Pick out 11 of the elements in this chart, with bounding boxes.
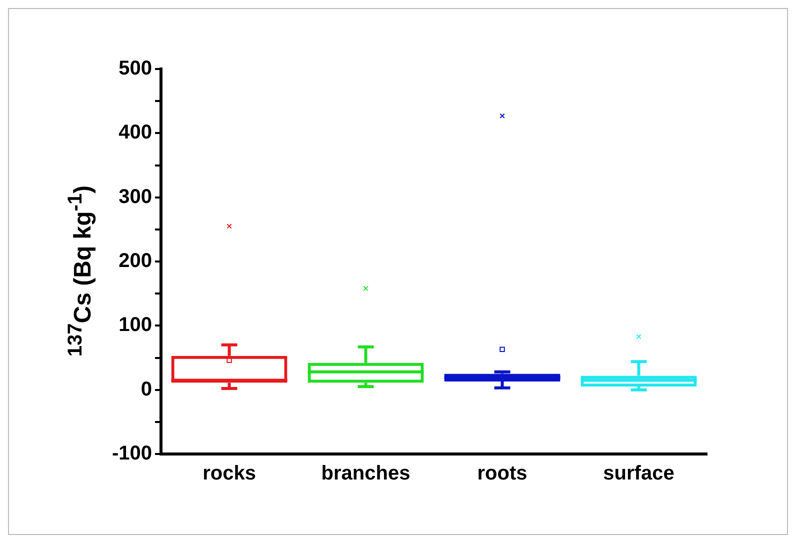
y-tick-label: 100 [118, 314, 152, 336]
y-tick-label: -100 [112, 442, 152, 465]
x-tick-label: roots [477, 462, 528, 485]
y-tick-label: 200 [118, 250, 152, 272]
y-tick-label: 500 [118, 58, 152, 80]
x-tick-label: surface [603, 462, 674, 485]
x-tick-label: branches [321, 462, 410, 485]
y-tick-label: 300 [118, 186, 152, 208]
y-tick-label: 400 [118, 122, 152, 144]
y-tick-label: 0 [140, 378, 152, 400]
x-tick-label: rocks [202, 462, 256, 485]
